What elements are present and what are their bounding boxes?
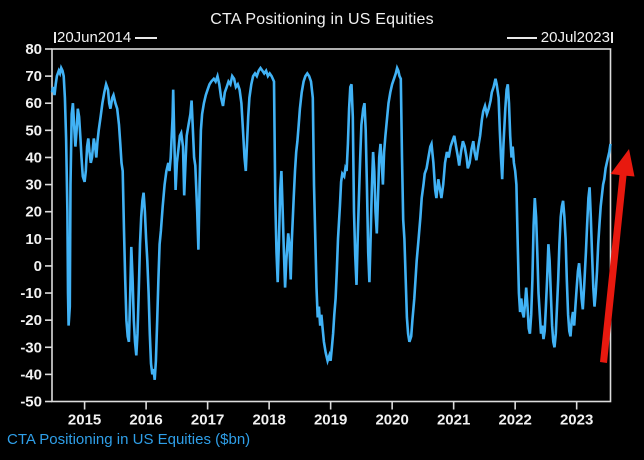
date-range-start: 20Jun2014 [54,29,158,46]
y-tick-label: -10 [20,285,42,302]
range-start-cap [54,32,56,43]
cta-positioning-line [50,63,612,380]
up-trend-arrow-shape [600,149,635,363]
y-tick-label: 30 [25,177,42,194]
x-tick-label: 2023 [560,412,593,429]
y-tick-label: 0 [34,258,42,275]
series-legend-label: CTA Positioning in US Equities ($bn) [7,431,251,448]
x-tick-label: 2018 [252,412,285,429]
x-tick-label: 2019 [314,412,347,429]
y-tick-label: 80 [25,41,42,58]
x-tick-label: 2022 [498,412,531,429]
positioning-line-series [50,63,612,380]
y-axis-ticks: 80 70 60 50 40 30 20 10 0 -10 -20 -30 -40 -50 [20,41,52,411]
y-tick-label: 70 [25,68,42,85]
y-tick-label: 20 [25,204,42,221]
x-axis-ticks: 2015 2016 2017 2018 2019 2020 2021 2022 2023 [68,401,593,429]
y-tick-label: 50 [25,122,42,139]
chart-title: CTA Positioning in US Equities [210,11,434,28]
y-tick-label: 10 [25,231,42,248]
x-tick-label: 2016 [129,412,162,429]
x-tick-label: 2015 [68,412,101,429]
y-tick-label: -40 [20,366,42,383]
x-tick-label: 2020 [375,412,408,429]
y-tick-label: -50 [20,394,42,411]
up-trend-arrow [600,149,635,363]
range-start-label: 20Jun2014 [57,29,132,46]
y-tick-label: -20 [20,312,42,329]
x-tick-label: 2021 [437,412,470,429]
range-start-dash [135,36,158,39]
y-tick-label: 60 [25,95,42,112]
date-range-end: 20Jul2023 [506,29,613,46]
range-end-cap [611,32,613,43]
range-end-dash [506,36,537,39]
range-end-label: 20Jul2023 [540,29,610,46]
y-tick-label: 40 [25,149,42,166]
x-tick-label: 2017 [191,412,224,429]
y-tick-label: -30 [20,339,42,356]
